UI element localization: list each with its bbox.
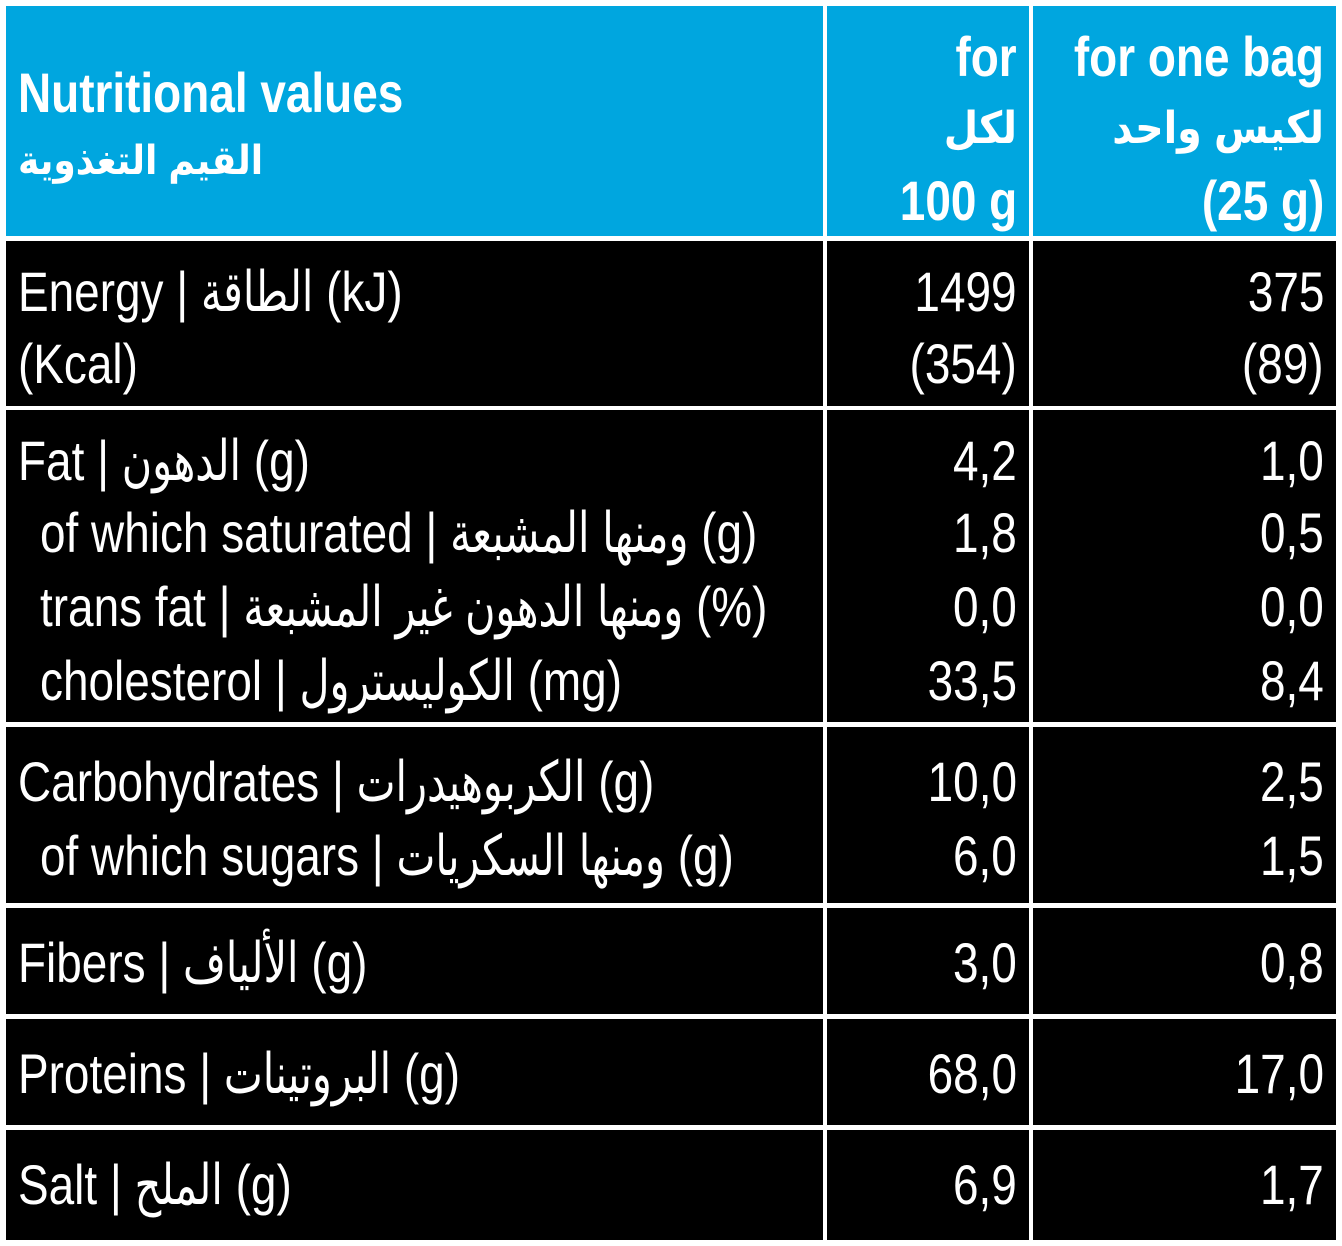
header-col-100g-line2: لكل	[943, 104, 1017, 153]
header-label-cell: Nutritional values القيم التغذوية	[6, 6, 823, 236]
carbs-perbag-cell: 2,5 1,5	[1033, 727, 1336, 903]
header-col-100g-line3: 100 g	[899, 169, 1017, 232]
header-col-bag-line3: (25 g)	[1201, 169, 1324, 232]
salt-per100: 6,9	[953, 1153, 1017, 1216]
salt-perbag-cell: 1,7	[1033, 1130, 1336, 1240]
salt-label: Salt | الملح (g)	[18, 1153, 292, 1216]
cholesterol-label: cholesterol | الكوليسترول (mg)	[40, 649, 623, 712]
fibers-perbag-cell: 0,8	[1033, 908, 1336, 1014]
proteins-per100: 68,0	[927, 1042, 1017, 1105]
carbs-perbag: 2,5	[1260, 750, 1324, 813]
fibers-per100: 3,0	[953, 931, 1017, 994]
cholesterol-per100: 33,5	[927, 649, 1017, 712]
energy-kcal-per100: (354)	[909, 332, 1017, 395]
proteins-label-cell: Proteins | البروتينات (g)	[6, 1019, 823, 1125]
header-col-bag: for one bag لكيس واحد (25 g)	[1033, 6, 1336, 236]
carbs-per100: 10,0	[927, 750, 1017, 813]
sugars-perbag: 1,5	[1260, 824, 1324, 887]
saturated-per100: 1,8	[953, 501, 1017, 564]
sugars-label: of which sugars | ومنها السكريات (g)	[40, 824, 734, 887]
energy-label: Energy | الطاقة (kJ)	[18, 260, 403, 323]
salt-perbag: 1,7	[1260, 1153, 1324, 1216]
proteins-per100-cell: 68,0	[827, 1019, 1029, 1125]
energy-kcal-perbag: (89)	[1242, 332, 1324, 395]
fat-perbag: 1,0	[1260, 429, 1324, 492]
saturated-label: of which saturated | ومنها المشبعة (g)	[40, 501, 758, 564]
trans-fat-label: trans fat | ومنها الدهون غير المشبعة (%)	[40, 575, 768, 638]
proteins-perbag: 17,0	[1234, 1042, 1324, 1105]
energy-kcal-label: (Kcal)	[18, 332, 138, 395]
energy-per100-cell: 1499 (354)	[827, 241, 1029, 406]
header-col-100g-line1: for	[955, 25, 1017, 88]
header-title-en: Nutritional values	[18, 61, 404, 124]
energy-kj-perbag: 375	[1247, 260, 1324, 323]
cholesterol-perbag: 8,4	[1260, 649, 1324, 712]
energy-label-cell: Energy | الطاقة (kJ) (Kcal)	[6, 241, 823, 406]
header-col-bag-line1: for one bag	[1073, 25, 1324, 88]
carbs-label: Carbohydrates | الكربوهيدرات (g)	[18, 750, 655, 813]
header-col-100g: for لكل 100 g	[827, 6, 1029, 236]
fibers-label: Fibers | الألياف (g)	[18, 931, 368, 994]
proteins-label: Proteins | البروتينات (g)	[18, 1042, 460, 1105]
salt-label-cell: Salt | الملح (g)	[6, 1130, 823, 1240]
salt-per100-cell: 6,9	[827, 1130, 1029, 1240]
energy-kj-per100: 1499	[914, 260, 1017, 323]
carbs-label-cell: Carbohydrates | الكربوهيدرات (g) of whic…	[6, 727, 823, 903]
energy-perbag-cell: 375 (89)	[1033, 241, 1336, 406]
fat-label-cell: Fat | الدهون (g) of which saturated | وم…	[6, 410, 823, 722]
trans-fat-per100: 0,0	[953, 575, 1017, 638]
carbs-per100-cell: 10,0 6,0	[827, 727, 1029, 903]
saturated-perbag: 0,5	[1260, 501, 1324, 564]
fat-per100-cell: 4,2 1,8 0,0 33,5	[827, 410, 1029, 722]
fibers-perbag: 0,8	[1260, 931, 1324, 994]
sugars-per100: 6,0	[953, 824, 1017, 887]
fibers-per100-cell: 3,0	[827, 908, 1029, 1014]
trans-fat-perbag: 0,0	[1260, 575, 1324, 638]
proteins-perbag-cell: 17,0	[1033, 1019, 1336, 1125]
fat-perbag-cell: 1,0 0,5 0,0 8,4	[1033, 410, 1336, 722]
fat-label: Fat | الدهون (g)	[18, 429, 310, 492]
fibers-label-cell: Fibers | الألياف (g)	[6, 908, 823, 1014]
header-title-ar: القيم التغذوية	[18, 139, 264, 183]
header-col-bag-line2: لكيس واحد	[1112, 104, 1324, 153]
fat-per100: 4,2	[953, 429, 1017, 492]
